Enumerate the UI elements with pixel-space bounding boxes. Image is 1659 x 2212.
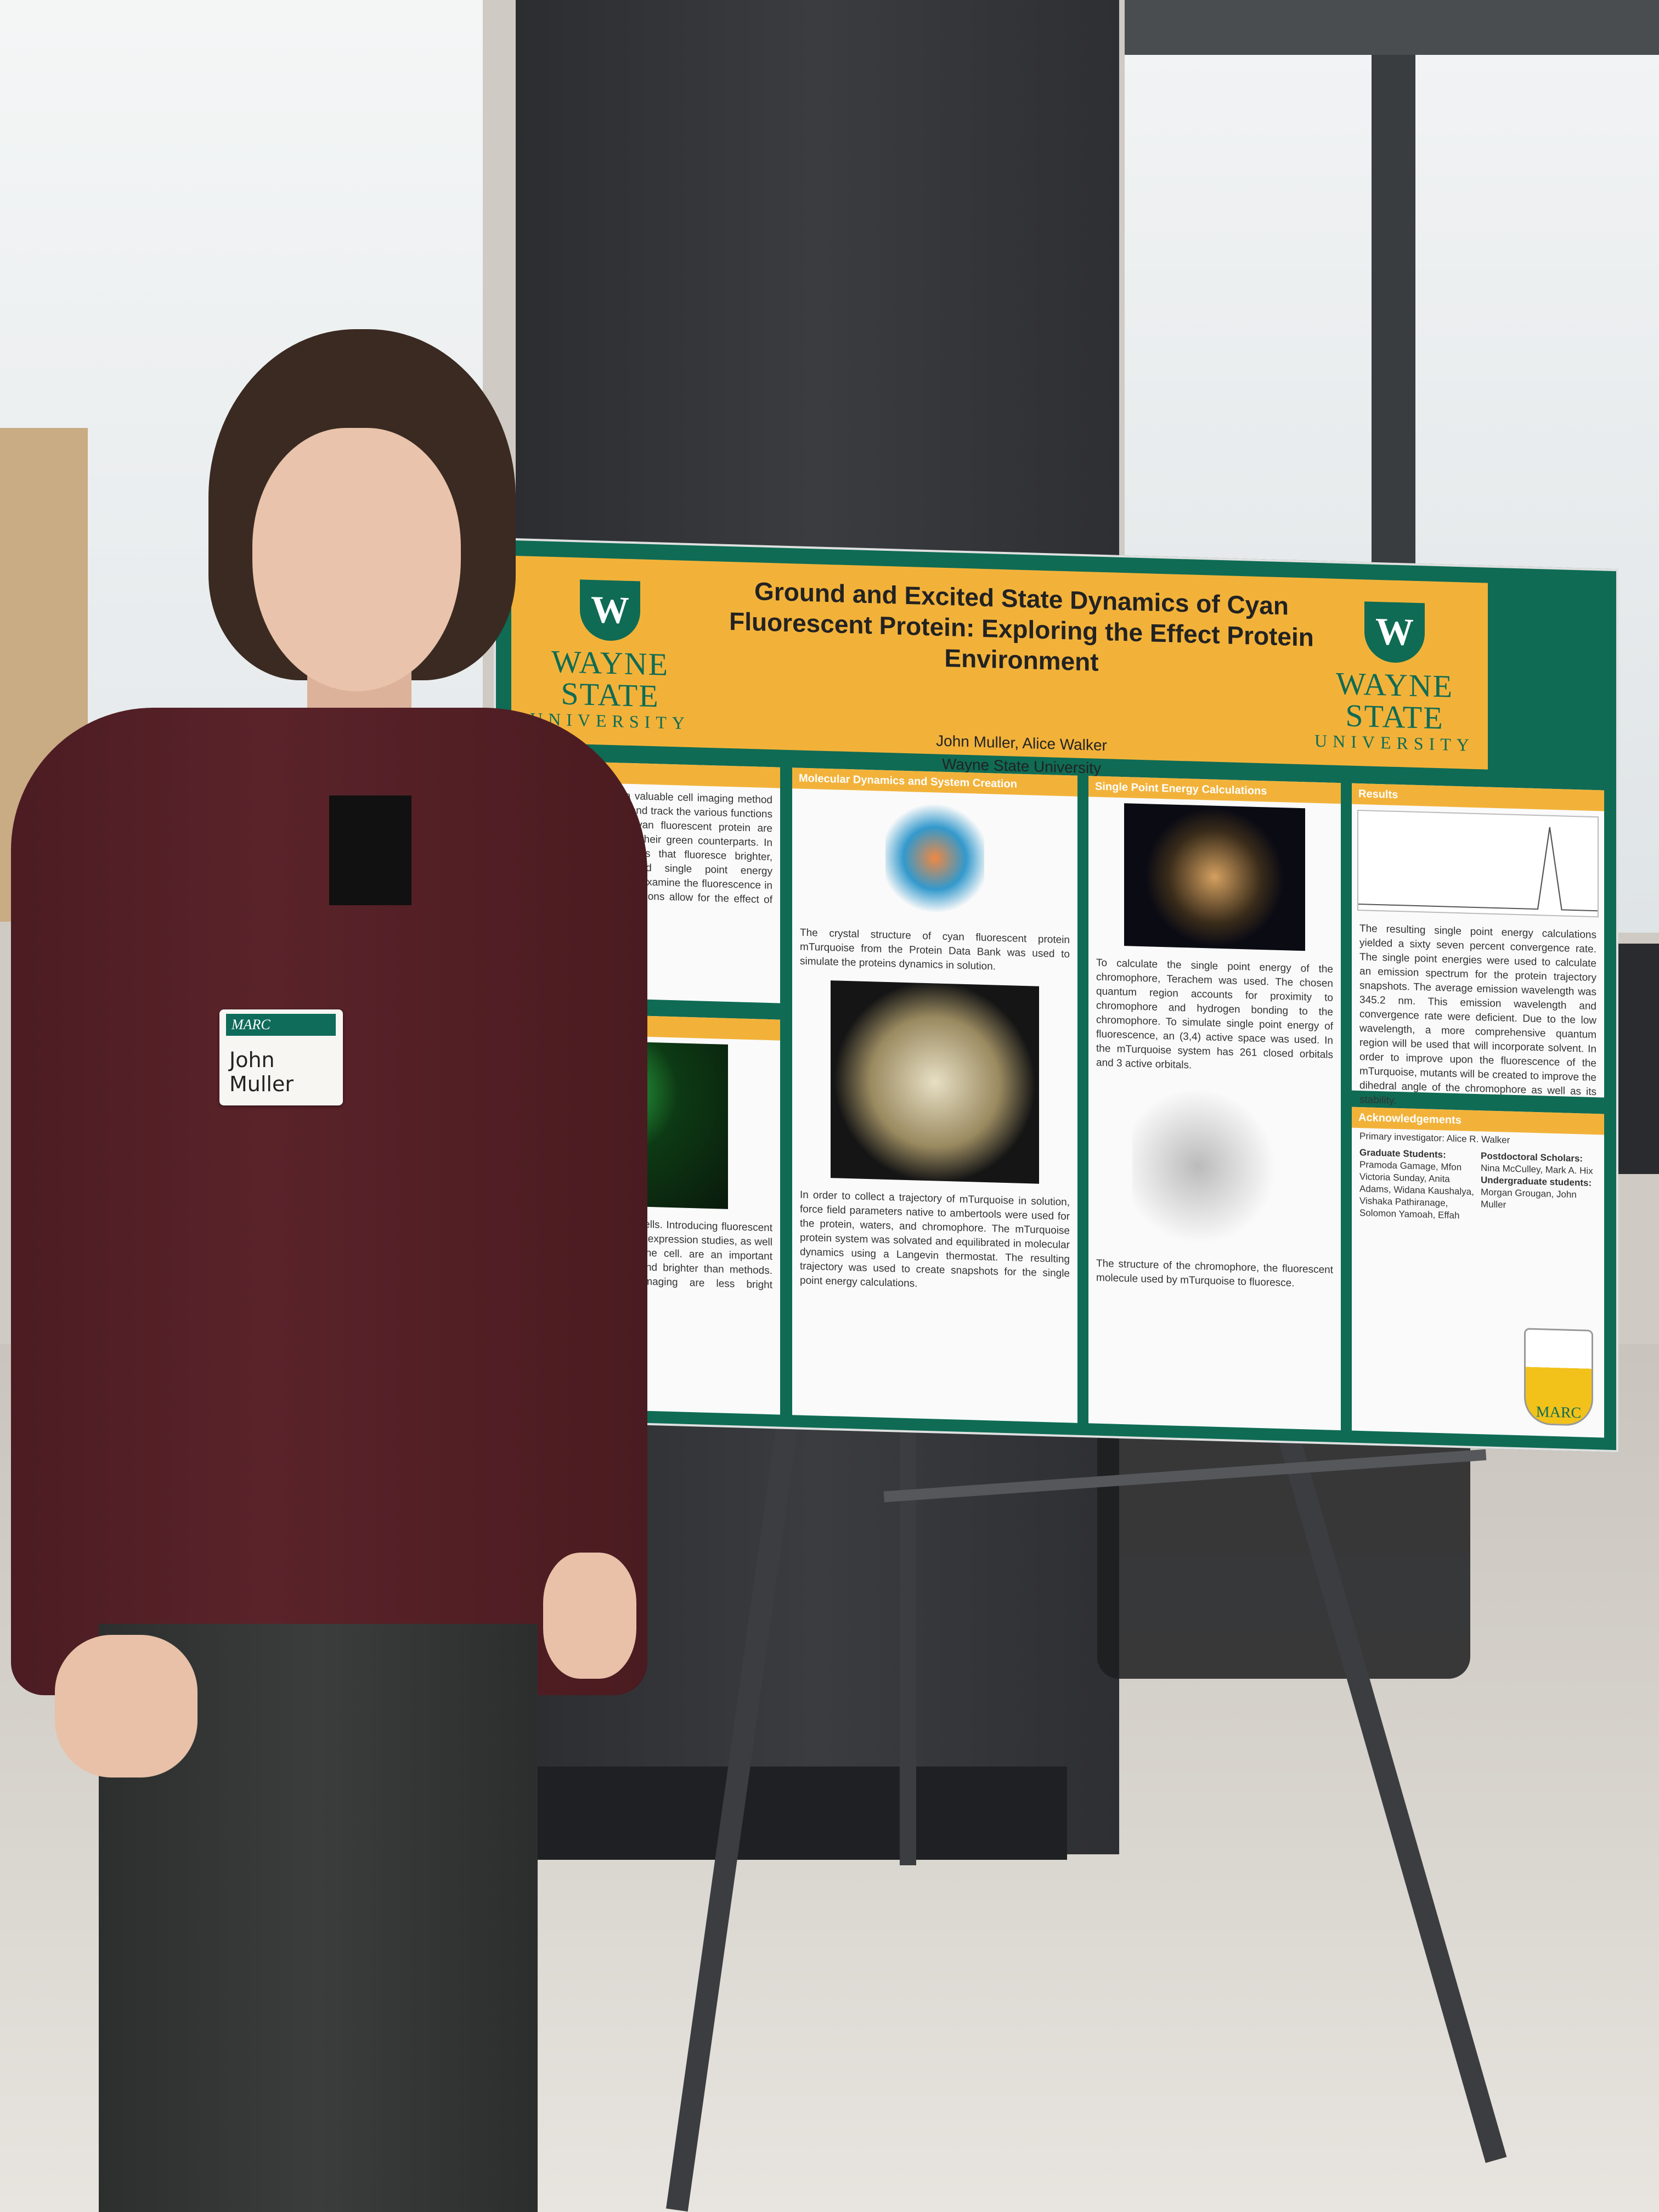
logo-name: WAYNE STATE xyxy=(1335,665,1454,736)
wayne-state-logo-left: W WAYNE STATE UNIVERSITY xyxy=(517,578,703,733)
results-panel: Results The resulting single point energ… xyxy=(1352,783,1604,1107)
chromophore-structure-image xyxy=(1132,1082,1297,1251)
name-badge: MARC John Muller xyxy=(219,1009,343,1105)
acknowledgements-panel: Acknowledgements Primary investigator: A… xyxy=(1352,1107,1604,1438)
ack-grad-names: Pramoda Gamage, Mfon Victoria Sunday, An… xyxy=(1359,1159,1474,1221)
single-point-energy-panel: Single Point Energy Calculations To calc… xyxy=(1088,776,1341,1431)
spe-text-1: To calculate the single point energy of … xyxy=(1096,957,1333,1071)
pillar-base xyxy=(524,1767,1067,1860)
person-face xyxy=(252,428,461,691)
spe-text-2: The structure of the chromophore, the fl… xyxy=(1096,1257,1333,1289)
ack-lists: Graduate Students: Pramoda Gamage, Mfon … xyxy=(1352,1144,1604,1228)
poster-banner: W WAYNE STATE UNIVERSITY Ground and Exci… xyxy=(511,555,1488,777)
poster-title: Ground and Excited State Dynamics of Cya… xyxy=(729,577,1314,676)
easel-leg-back xyxy=(900,1404,916,1865)
spectrum-line xyxy=(1358,827,1598,912)
ack-grad: Graduate Students: Pramoda Gamage, Mfon … xyxy=(1359,1147,1475,1222)
emission-spectrum-chart xyxy=(1357,809,1599,918)
ack-ugrad-names: Morgan Grougan, John Muller xyxy=(1481,1187,1577,1210)
wayne-state-logo-right: W WAYNE STATE UNIVERSITY xyxy=(1301,600,1488,755)
person-hand-right xyxy=(543,1553,636,1679)
quantum-region-image xyxy=(1124,803,1305,951)
protein-ribbon-image xyxy=(885,796,984,920)
md-text-2: In order to collect a trajectory of mTur… xyxy=(800,1189,1070,1290)
molecular-dynamics-panel: Molecular Dynamics and System Creation T… xyxy=(792,768,1077,1423)
shield-icon: W xyxy=(580,579,640,642)
person-undershirt xyxy=(329,795,411,905)
badge-org: MARC xyxy=(226,1014,336,1036)
research-poster: W WAYNE STATE UNIVERSITY Ground and Exci… xyxy=(494,538,1618,1453)
shield-icon: W xyxy=(1364,601,1425,664)
md-text-1: The crystal structure of cyan fluorescen… xyxy=(800,927,1070,973)
marc-flask-logo: MARC xyxy=(1524,1328,1593,1426)
results-heading: Results xyxy=(1352,783,1604,811)
solvated-protein-image xyxy=(831,980,1039,1184)
badge-name: John Muller xyxy=(229,1048,294,1096)
logo-name: WAYNE STATE xyxy=(551,643,669,714)
results-text: The resulting single point energy calcul… xyxy=(1359,923,1596,1107)
person-hand-left xyxy=(55,1635,198,1778)
ack-other: Postdoctoral Scholars: Nina McCulley, Ma… xyxy=(1481,1150,1596,1226)
